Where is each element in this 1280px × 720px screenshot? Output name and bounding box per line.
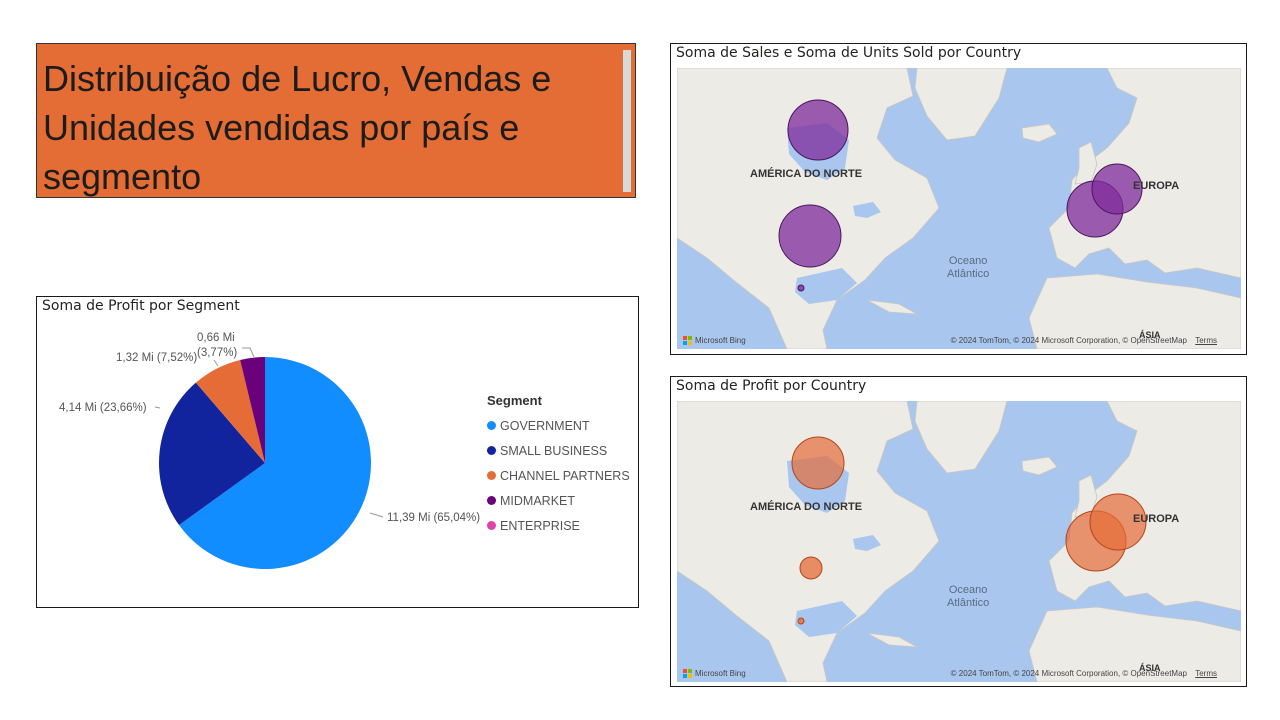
legend-label: ENTERPRISE <box>500 518 580 533</box>
ocean-line-1: Oceano <box>948 584 988 596</box>
report-title-box: Distribuição de Lucro, Vendas e Unidades… <box>36 43 636 198</box>
bing-logo: Microsoft Bing <box>683 336 746 345</box>
pie-chart[interactable]: 11,39 Mi (65,04%) 4,14 Mi (23,66%) 1,32 … <box>37 297 638 607</box>
legend-marker <box>487 446 496 455</box>
bubble-canada[interactable] <box>791 436 845 490</box>
bubble-usa[interactable] <box>799 556 823 580</box>
gulf-shape <box>795 601 857 637</box>
pie-slice-small-business[interactable] <box>159 382 265 526</box>
bubble-germany[interactable] <box>1091 163 1143 215</box>
bing-logo: Microsoft Bing <box>683 669 746 678</box>
report-title: Distribuição de Lucro, Vendas e Unidades… <box>43 58 552 197</box>
map-copyright: © 2024 TomTom, © 2024 Microsoft Corporat… <box>951 336 1217 345</box>
map-canvas[interactable]: AMÉRICA DO NORTE EUROPA Oceano Atlântico… <box>677 401 1241 682</box>
pie-label-midmarket-pct: (3,77%) <box>197 347 237 359</box>
copyright-text: © 2024 TomTom, © 2024 Microsoft Corporat… <box>950 669 1187 678</box>
bing-logo-text: Microsoft Bing <box>695 669 746 678</box>
greenland-shape <box>914 68 1008 141</box>
legend-label: MIDMARKET <box>500 493 575 508</box>
label-europe: EUROPA <box>1133 513 1180 525</box>
ocean-line-2: Atlântico <box>947 268 990 280</box>
microsoft-logo-icon <box>683 336 692 345</box>
legend-label: CHANNEL PARTNERS <box>500 468 630 483</box>
map-profit-title: Soma de Profit por Country <box>676 378 867 394</box>
great-lakes-shape <box>853 535 881 551</box>
label-ocean: Oceano Atlântico <box>947 255 989 281</box>
leader-channel-partners <box>213 359 219 367</box>
legend-label: GOVERNMENT <box>500 418 590 433</box>
legend-item-enterprise[interactable]: ENTERPRISE <box>487 513 630 538</box>
terms-link[interactable]: Terms <box>1195 336 1217 345</box>
pie-chart-visual[interactable]: Soma de Profit por Segment 11,39 Mi (65,… <box>36 296 639 608</box>
legend-item-small-business[interactable]: SMALL BUSINESS <box>487 438 630 463</box>
title-scrollbar[interactable] <box>623 50 631 192</box>
ocean-line-2: Atlântico <box>947 597 990 609</box>
legend-item-midmarket[interactable]: MIDMARKET <box>487 488 630 513</box>
bubble-canada[interactable] <box>787 99 849 161</box>
africa-shape <box>1028 606 1241 682</box>
legend-title: Segment <box>487 393 542 408</box>
legend-marker <box>487 471 496 480</box>
north-america-shape <box>677 401 940 682</box>
label-ocean: Oceano Atlântico <box>947 584 989 610</box>
bubble-layer <box>778 99 1143 292</box>
greenland-shape <box>914 401 1008 474</box>
bubble-germany[interactable] <box>1089 493 1147 551</box>
leader-midmarket <box>242 347 255 358</box>
pie-legend: Segment GOVERNMENT SMALL BUSINESS CHANNE… <box>487 393 630 538</box>
africa-shape <box>1028 273 1241 349</box>
pie-chart-title: Soma de Profit por Segment <box>42 298 240 314</box>
pie-slice-government[interactable] <box>179 357 371 569</box>
terms-link[interactable]: Terms <box>1195 669 1217 678</box>
microsoft-logo-icon <box>683 669 692 678</box>
iceland-shape <box>1021 456 1058 476</box>
bubble-layer <box>791 436 1147 625</box>
pie-slice-channel-partners[interactable] <box>195 359 265 463</box>
label-north-america: AMÉRICA DO NORTE <box>750 168 863 180</box>
pie-label-midmarket-value: 0,66 Mi <box>197 332 235 344</box>
legend-label: SMALL BUSINESS <box>500 443 608 458</box>
legend-marker <box>487 521 496 530</box>
legend-marker <box>487 421 496 430</box>
gulf-shape <box>795 268 857 304</box>
bubble-mexico[interactable] <box>797 284 805 292</box>
map-sales-units-title: Soma de Sales e Soma de Units Sold por C… <box>676 45 1022 61</box>
map-canvas[interactable]: AMÉRICA DO NORTE EUROPA Oceano Atlântico… <box>677 68 1241 349</box>
leader-small-business <box>154 406 161 409</box>
label-asia: ÁSIA <box>1139 663 1161 673</box>
legend-marker <box>487 496 496 505</box>
map-copyright: © 2024 TomTom, © 2024 Microsoft Corporat… <box>951 669 1217 678</box>
label-asia: ÁSIA <box>1139 330 1161 340</box>
legend-item-government[interactable]: GOVERNMENT <box>487 413 630 438</box>
iceland-shape <box>1021 123 1058 143</box>
pie-label-small-business: 4,14 Mi (23,66%) <box>59 402 147 414</box>
caribbean-shape <box>866 632 918 648</box>
bubble-usa[interactable] <box>778 204 842 268</box>
label-north-america: AMÉRICA DO NORTE <box>750 501 863 513</box>
map-sales-units-visual[interactable]: Soma de Sales e Soma de Units Sold por C… <box>670 43 1247 355</box>
pie-label-channel-partners: 1,32 Mi (7,52%) <box>116 352 197 364</box>
copyright-text: © 2024 TomTom, © 2024 Microsoft Corporat… <box>950 336 1187 345</box>
caribbean-shape <box>866 299 918 315</box>
great-lakes-shape <box>853 202 881 218</box>
pie-label-government: 11,39 Mi (65,04%) <box>387 512 480 524</box>
map-profit-visual[interactable]: Soma de Profit por Country AMÉRICA DO NO… <box>670 376 1247 687</box>
label-europe: EUROPA <box>1133 180 1180 192</box>
legend-item-channel-partners[interactable]: CHANNEL PARTNERS <box>487 463 630 488</box>
bing-logo-text: Microsoft Bing <box>695 336 746 345</box>
bubble-mexico[interactable] <box>797 617 805 625</box>
pie-slice-midmarket[interactable] <box>240 357 265 463</box>
leader-government <box>369 512 384 518</box>
ocean-line-1: Oceano <box>948 255 988 267</box>
